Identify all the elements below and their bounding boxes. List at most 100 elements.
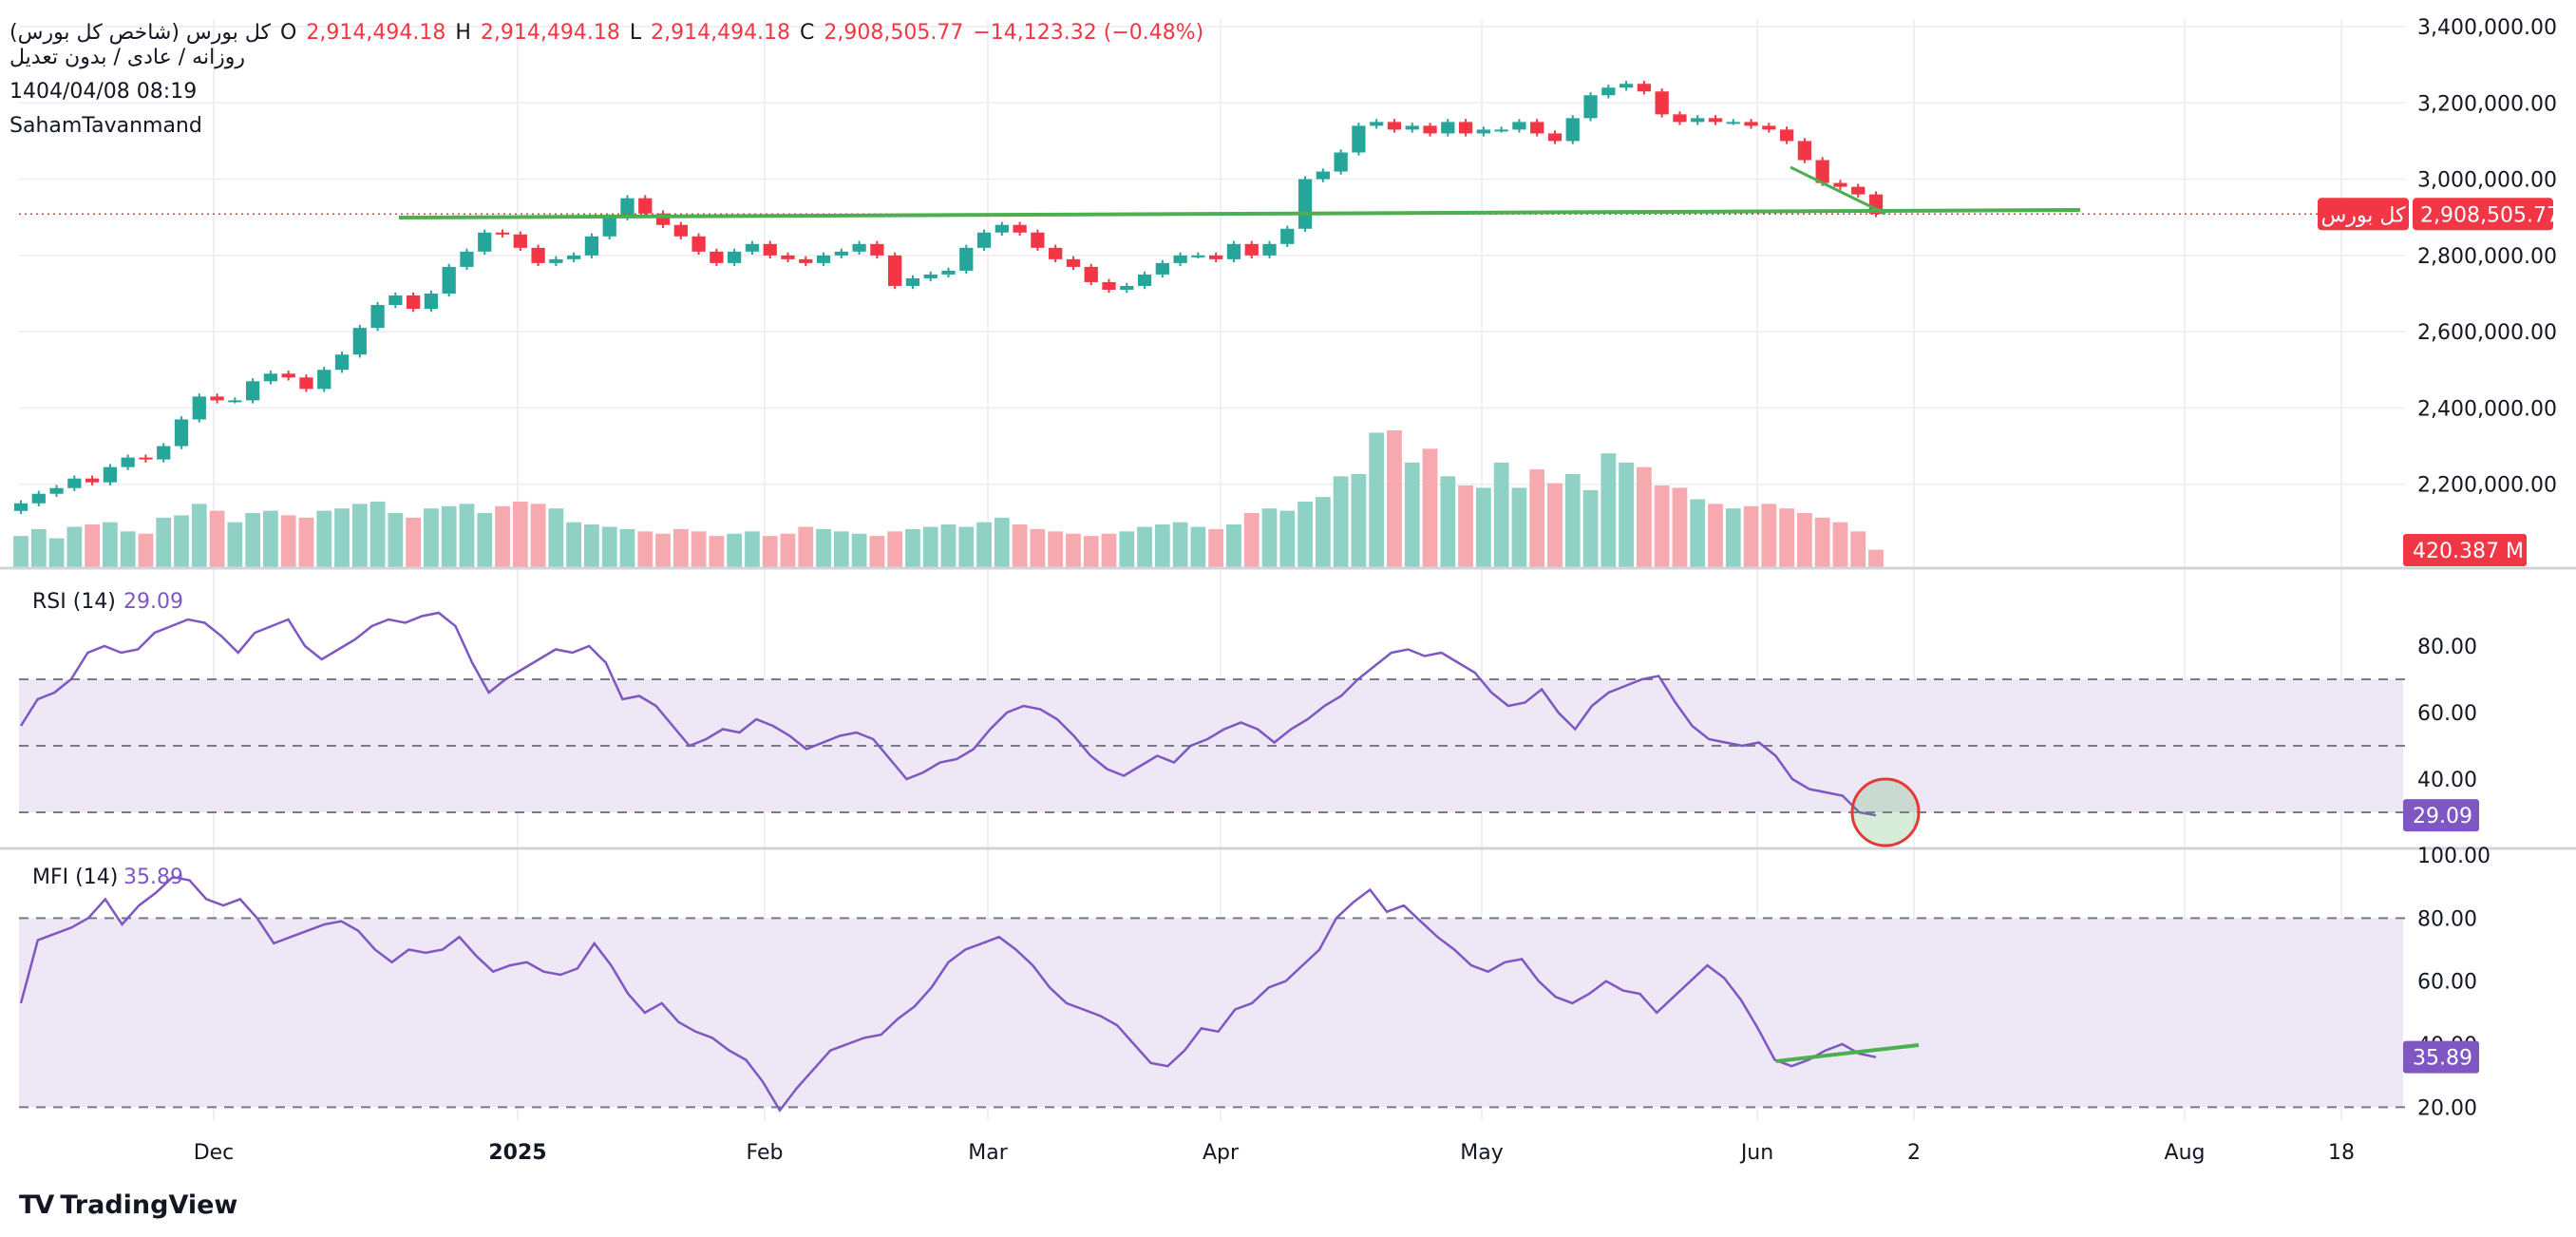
volume-bar: [1832, 522, 1848, 568]
candle-body: [1565, 118, 1580, 142]
volume-bar: [1529, 469, 1545, 568]
author-name: SahamTavanmand: [9, 114, 202, 138]
volume-bar: [1761, 504, 1777, 568]
volume-bar: [1066, 533, 1081, 568]
time-tick-label: Feb: [747, 1141, 784, 1165]
volume-bar: [441, 505, 457, 568]
time-tick-label: 2025: [488, 1141, 546, 1165]
candle-body: [174, 419, 189, 447]
volume-bar: [1636, 466, 1652, 568]
candle-body: [1066, 258, 1081, 267]
candle-body: [1316, 171, 1330, 180]
price-tick-label: 2,400,000.00: [2417, 397, 2557, 421]
candle-body: [1833, 182, 1847, 187]
volume-bar: [1582, 489, 1599, 568]
volume-bar: [1672, 487, 1688, 568]
candle-body: [1262, 243, 1277, 256]
rsi-badge-label: 29.09: [2413, 805, 2472, 828]
candle-body: [228, 400, 242, 403]
last-price-badge-label: 2,908,505.77: [2420, 203, 2560, 227]
volume-bar: [316, 510, 332, 568]
volume-bar: [1279, 510, 1296, 568]
volume-bar: [1351, 473, 1367, 568]
brand-name: TradingView: [60, 1190, 238, 1220]
candle-body: [638, 198, 653, 214]
volume-bar: [1796, 513, 1812, 568]
volume-bar: [780, 533, 796, 568]
candle-body: [673, 224, 688, 237]
mfi-badge: [2403, 1040, 2479, 1074]
price-tick-label: 3,200,000.00: [2417, 92, 2557, 116]
candle-body: [602, 217, 616, 237]
volume-bar: [1422, 448, 1438, 568]
volume-bar: [1708, 504, 1723, 568]
volume-bar: [138, 533, 154, 568]
volume-bar: [103, 522, 118, 568]
candle-body: [728, 251, 742, 263]
candle-body: [370, 305, 385, 329]
candle-body: [317, 370, 331, 390]
open-label: O: [280, 21, 297, 45]
chart-legend: کل بورس (شاخص کل بورس) O 2,914,494.18 H …: [9, 21, 1203, 139]
volume-bar: [1458, 485, 1473, 568]
rsi-value: 29.09: [123, 590, 183, 614]
candle-body: [352, 328, 367, 355]
candle-body: [781, 255, 795, 259]
volume-bar: [1619, 462, 1634, 568]
candle-body: [799, 258, 813, 263]
volume-bar: [1261, 508, 1278, 568]
volume-bar: [406, 517, 422, 568]
volume-bar: [816, 528, 831, 568]
candle-body: [139, 457, 153, 460]
volume-bar: [619, 528, 635, 568]
candle-body: [1423, 125, 1437, 134]
mfi-tick-label: 100.00: [2417, 845, 2491, 868]
volume-bar: [512, 501, 528, 568]
volume-bar: [1333, 476, 1349, 568]
candle-body: [1779, 129, 1794, 142]
candle-body: [691, 236, 706, 252]
candle-body: [245, 381, 260, 401]
candle-body: [923, 274, 938, 278]
volume-bar: [691, 531, 707, 568]
candle-body: [1655, 91, 1669, 115]
time-tick-label: 18: [2328, 1141, 2355, 1165]
volume-bar: [388, 513, 404, 568]
candle-body: [1049, 247, 1063, 259]
volume-bar: [1030, 528, 1046, 568]
symbol-name[interactable]: کل بورس (شاخص کل بورس): [9, 21, 272, 45]
candle-body: [905, 277, 920, 286]
tradingview-logo-icon: TV: [19, 1190, 54, 1220]
volume-bar: [209, 510, 225, 568]
close-label: C: [800, 21, 815, 45]
volume-bar: [48, 538, 65, 568]
candle-body: [1173, 255, 1187, 263]
candle-body: [281, 373, 295, 378]
time-tick-label: Mar: [968, 1141, 1008, 1165]
candle-body: [710, 251, 724, 263]
volume-bar: [1172, 522, 1188, 568]
volume-bar: [1850, 531, 1866, 568]
volume-bar: [548, 508, 564, 568]
volume-bar: [1315, 497, 1331, 568]
candle-body: [584, 236, 599, 256]
tradingview-brand[interactable]: TV TradingView: [19, 1190, 237, 1220]
support-trendline: [398, 208, 2081, 219]
volume-bar: [66, 526, 83, 568]
volume-bar: [85, 524, 101, 568]
time-tick-label: Jun: [1739, 1141, 1773, 1165]
volume-bar: [833, 531, 849, 568]
mfi-tick-label: 80.00: [2417, 907, 2477, 931]
volume-bar: [191, 504, 207, 568]
rsi-title: RSI (14): [32, 590, 116, 614]
volume-bar: [459, 504, 475, 568]
volume-bar: [1601, 453, 1617, 568]
candle-body: [1334, 152, 1348, 172]
candle-body: [121, 457, 135, 467]
candle-body: [1494, 129, 1508, 132]
volume-bar: [869, 536, 885, 568]
candle-body: [1530, 122, 1544, 134]
candle-body: [67, 478, 82, 488]
candle-body: [1137, 274, 1152, 286]
